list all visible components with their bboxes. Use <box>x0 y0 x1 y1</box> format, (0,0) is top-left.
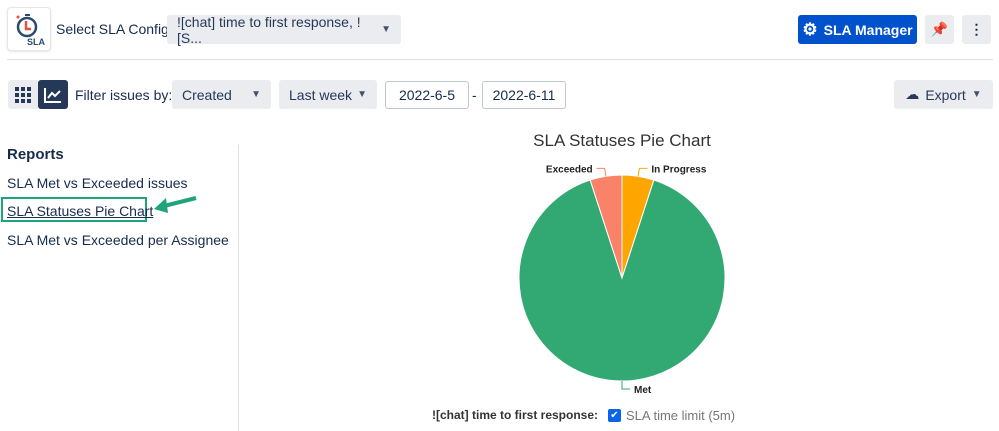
export-label: Export <box>925 86 966 103</box>
label-connector <box>621 381 630 390</box>
pie-slice-met[interactable] <box>518 179 726 382</box>
filter-field-select[interactable]: Created ▼ <box>172 80 271 109</box>
sla-manager-button[interactable]: ⚙ SLA Manager <box>798 15 917 44</box>
period-value: Last week <box>289 86 353 103</box>
chart-view-button[interactable] <box>38 80 68 109</box>
sla-config-select[interactable]: ![chat] time to first response, ![S... ▼ <box>167 13 401 46</box>
slice-label: Met <box>634 385 652 396</box>
date-separator: - <box>472 87 477 103</box>
report-link-per-assignee[interactable]: SLA Met vs Exceeded per Assignee <box>7 232 229 248</box>
legend-config-name: ![chat] time to first response: <box>432 408 599 422</box>
more-button[interactable]: ⋮ <box>962 15 991 44</box>
period-select[interactable]: Last week ▼ <box>279 80 377 109</box>
gear-icon: ⚙ <box>802 19 818 39</box>
pie-chart: In Progress Met Exceeded <box>518 164 726 396</box>
pin-icon: 📌 <box>930 21 949 37</box>
date-from-input[interactable]: 2022-6-5 <box>385 81 469 109</box>
slice-label: Exceeded <box>546 164 593 175</box>
arrow-pointer-icon <box>154 196 197 213</box>
sidebar-divider <box>238 145 239 431</box>
report-link-met-vs-exceeded[interactable]: SLA Met vs Exceeded issues <box>7 175 188 191</box>
sla-logo: SLA <box>7 7 51 51</box>
label-connector <box>637 167 648 177</box>
grid-view-button[interactable] <box>8 80 38 109</box>
stopwatch-icon: SLA <box>16 14 46 47</box>
cloud-download-icon: ☁ <box>905 86 920 102</box>
grid-icon <box>15 86 31 103</box>
filter-label: Filter issues by: <box>75 87 173 103</box>
svg-text:SLA: SLA <box>27 37 46 47</box>
export-button[interactable]: ☁ Export ▼ <box>894 80 993 109</box>
filter-field-value: Created <box>182 86 232 103</box>
legend-item-label: SLA time limit (5m) <box>626 408 736 423</box>
slice-label: In Progress <box>651 164 706 175</box>
chevron-down-icon: ▼ <box>381 24 391 35</box>
chevron-down-icon: ▼ <box>357 89 367 100</box>
date-to-input[interactable]: 2022-6-11 <box>482 81 566 109</box>
selected-highlight <box>1 197 147 222</box>
chart-line-icon <box>44 87 61 103</box>
legend-item[interactable]: ✔ SLA time limit (5m) <box>608 408 735 423</box>
select-sla-config-label: Select SLA Config <box>56 21 169 37</box>
divider <box>7 59 993 60</box>
report-link-statuses-pie-chart[interactable]: SLA Statuses Pie Chart <box>7 203 154 219</box>
label-connector <box>596 167 607 177</box>
chevron-down-icon: ▼ <box>251 89 261 100</box>
checkbox-checked-icon[interactable]: ✔ <box>608 409 621 422</box>
more-vertical-icon: ⋮ <box>969 21 984 37</box>
chevron-down-icon: ▼ <box>971 89 982 100</box>
reports-heading: Reports <box>7 146 64 163</box>
sla-config-value: ![chat] time to first response, ![S... <box>177 13 361 46</box>
chart-title: SLA Statuses Pie Chart <box>533 131 711 150</box>
sla-manager-label: SLA Manager <box>823 21 913 38</box>
pin-button[interactable]: 📌 <box>925 15 954 44</box>
